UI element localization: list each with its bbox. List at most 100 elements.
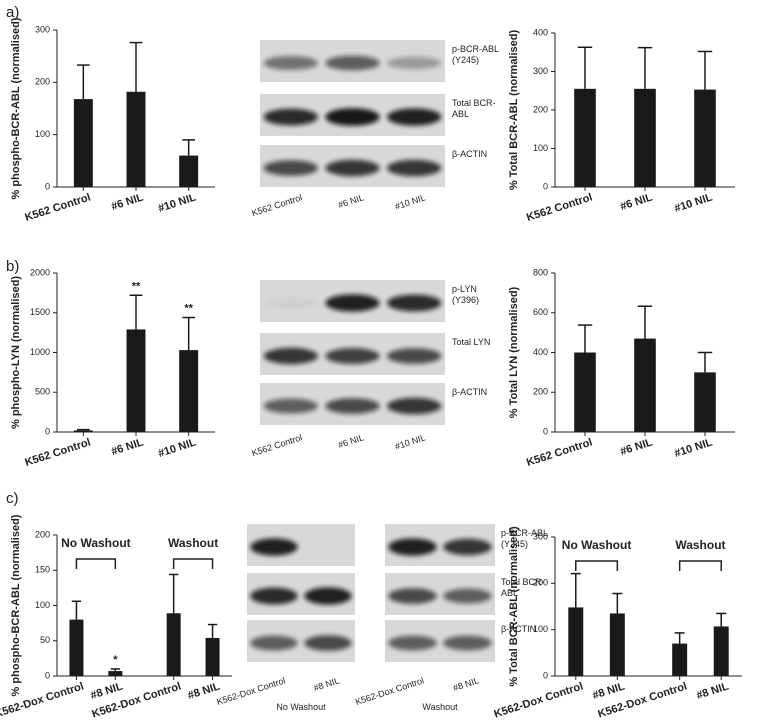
y-tick-label: 300 [35,24,50,34]
blot-band [263,297,318,309]
y-axis-label: % phospho-BCR-ABL (normalised) [10,514,22,696]
y-axis-label: % phospho-BCR-ABL (normalised) [10,17,22,199]
blot-band [263,398,318,414]
bar [672,643,688,676]
blot-lane-label: #6 NIL [337,432,365,450]
blot-row-label-text: p-BCR-ABL (Y245) [452,44,499,65]
y-tick-label: 200 [35,529,50,539]
x-tick-label: #6 NIL [619,191,654,213]
blot-row-label-text: β-ACTIN [501,624,537,634]
blot-row-label: p-BCR-ABL (Y245) [452,44,499,65]
y-axis-label: % Total LYN (normalised) [508,286,520,418]
blot-band [325,159,380,177]
y-tick-label: 200 [533,578,548,588]
blot-band [250,635,298,651]
x-tick-label: #10 NIL [673,191,714,215]
y-tick-label: 0 [543,181,548,191]
bar [179,155,199,187]
blot-lane-label: #10 NIL [394,432,427,451]
blot-lane-label: K562 Control [250,432,303,458]
y-tick-label: 100 [35,129,50,139]
significance: ** [132,280,141,292]
x-tick-label: K562 Control [525,191,594,224]
x-tick-label: #6 NIL [110,436,145,458]
blot-row-label: β-ACTIN [452,149,488,159]
significance: * [113,654,118,666]
y-tick-label: 400 [533,27,548,37]
panel-label: c) [6,490,19,507]
bar [166,613,181,676]
x-tick-label: #6 NIL [110,191,145,213]
bar [73,430,93,432]
y-tick-label: 50 [40,635,50,645]
group-bracket [678,560,722,571]
bar [574,352,596,432]
y-tick-label: 200 [533,387,548,397]
blot-lane-label: #8 NIL [312,675,340,693]
blot-row-label: Total LYN [452,337,491,347]
y-tick-label: 800 [533,267,548,277]
blot-row-label: Total BCR-ABL [501,577,545,598]
bar [713,626,729,676]
blot-band [388,538,437,556]
blot-row-label: Total BCR-ABL [452,98,496,119]
y-tick-label: 2000 [30,267,50,277]
blot-band [250,587,298,605]
y-tick-label: 0 [543,426,548,436]
blot-row-label-text: β-ACTIN [452,387,488,397]
bar [126,91,146,187]
blot-row-label: p-LYN (Y396) [452,284,480,305]
bar [69,619,84,676]
significance: ** [184,303,193,315]
group-bracket [172,558,214,569]
group-label: Washout [675,538,725,552]
blot-band [443,588,492,604]
bar [73,99,93,187]
blot-row-label-text: p-BCR-ABL (Y245) [501,528,548,549]
blot-row-label-text: β-ACTIN [452,149,488,159]
x-tick-label: K562 Control [23,436,92,469]
y-tick-label: 400 [533,347,548,357]
bar [179,350,199,432]
x-tick-label: #8 NIL [591,680,626,702]
panel-label: a) [6,4,19,21]
blot-band [325,294,380,312]
y-tick-label: 300 [533,66,548,76]
y-tick-label: 100 [35,600,50,610]
blot-band [263,347,318,365]
bar [634,88,656,187]
bar [205,637,220,676]
blot-band [387,397,442,415]
y-tick-label: 150 [35,565,50,575]
bar [694,372,716,432]
blot-band [387,159,442,177]
blot-row-label-text: Total LYN [452,337,491,347]
y-axis-label: % Total BCR-ABL (normalised) [508,526,520,687]
y-tick-label: 1000 [30,347,50,357]
y-tick-label: 0 [45,181,50,191]
y-axis-label: % phospho-LYN (normalised) [10,276,22,429]
blot-band [304,587,352,605]
group-label: No Washout [61,536,131,550]
panel-label: b) [6,258,19,275]
blot-lane-label: #8 NIL [452,675,480,693]
y-tick-label: 300 [533,531,548,541]
y-tick-label: 100 [533,624,548,634]
x-tick-label: #6 NIL [619,436,654,458]
y-axis-label: % Total BCR-ABL (normalised) [508,30,520,191]
blot-band [250,538,298,556]
blot-row-label-text: p-LYN (Y396) [452,284,480,305]
x-tick-label: K562-Dox Control [493,680,585,720]
blot-lane-label: K562 Control [250,192,303,218]
blot-group-label: Washout [422,702,458,712]
blot-band [443,538,492,556]
y-tick-label: 200 [533,104,548,114]
blot-row-label: β-ACTIN [452,387,488,397]
bar [574,88,596,187]
x-tick-label: K562 Control [525,436,594,469]
blot-row-label: β-ACTIN [501,624,537,634]
blot-band [325,398,380,414]
x-tick-label: #8 NIL [695,680,730,702]
x-tick-label: #10 NIL [157,191,198,215]
y-tick-label: 1500 [30,307,50,317]
